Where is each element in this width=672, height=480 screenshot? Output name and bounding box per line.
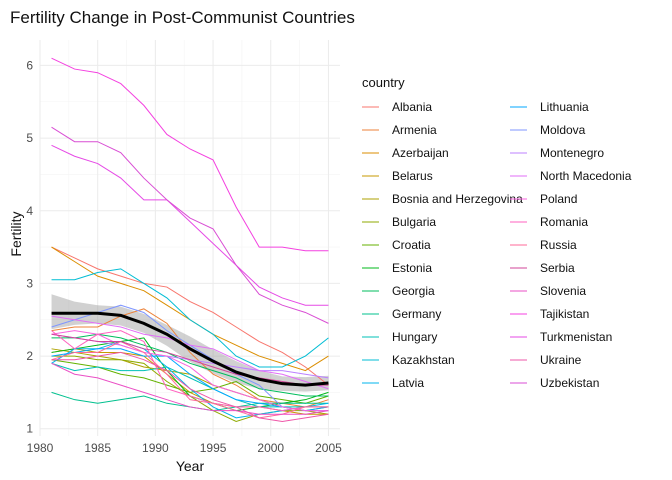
- series-line-slovenia: [51, 362, 329, 415]
- legend-item: Russia: [510, 238, 577, 252]
- legend-label: Croatia: [392, 238, 431, 252]
- y-tick-label: 5: [26, 131, 33, 145]
- legend-item: Azerbaijan: [362, 146, 449, 160]
- legend-item: Ukraine: [510, 353, 582, 367]
- smooth-fit-line: [51, 311, 329, 387]
- series-line-albania: [51, 246, 329, 386]
- legend-label: Belarus: [392, 169, 433, 183]
- legend-item: Romania: [510, 215, 588, 229]
- series-line-serbia: [51, 333, 329, 386]
- legend-item: North Macedonia: [510, 169, 632, 183]
- series-line-uzbekistan: [51, 126, 329, 324]
- series-line-tajikistan: [51, 57, 329, 252]
- legend-label: Germany: [392, 307, 441, 321]
- y-tick-label: 4: [26, 204, 33, 218]
- legend-item: Germany: [362, 307, 441, 321]
- legend-label: Russia: [540, 238, 577, 252]
- legend-label: Turkmenistan: [540, 330, 612, 344]
- legend-item: Kazakhstan: [362, 353, 455, 367]
- legend-item: Turkmenistan: [510, 330, 612, 344]
- legend-label: Poland: [540, 192, 577, 206]
- legend-label: Hungary: [392, 330, 437, 344]
- legend-item: Uzbekistan: [510, 376, 599, 390]
- legend-label: Slovenia: [540, 284, 586, 298]
- legend-item: Bulgaria: [362, 215, 436, 229]
- series-lines: [51, 57, 329, 423]
- legend-label: Montenegro: [540, 146, 604, 160]
- y-tick-label: 2: [26, 349, 33, 363]
- grid-lines: [39, 40, 340, 436]
- legend-item: Serbia: [510, 261, 575, 275]
- legend-label: Moldova: [540, 123, 586, 137]
- legend-label: Azerbaijan: [392, 146, 449, 160]
- legend-item: Latvia: [362, 376, 424, 390]
- legend-item: Albania: [362, 100, 432, 114]
- legend-item: Lithuania: [510, 100, 589, 114]
- legend-label: Serbia: [540, 261, 575, 275]
- legend-label: Estonia: [392, 261, 432, 275]
- legend-label: Ukraine: [540, 353, 582, 367]
- y-tick-label: 1: [26, 422, 33, 436]
- legend-label: Uzbekistan: [540, 376, 599, 390]
- legend-label: Bulgaria: [392, 215, 436, 229]
- x-tick-label: 1985: [84, 441, 111, 455]
- legend: country Albania Armenia Azerbaijan Belarus B…: [362, 75, 632, 390]
- y-axis-title: Fertility: [8, 211, 24, 256]
- x-tick-label: 2005: [315, 441, 342, 455]
- legend-item: Moldova: [510, 123, 586, 137]
- legend-label: Romania: [540, 215, 588, 229]
- legend-label: Albania: [392, 100, 432, 114]
- y-tick-label: 6: [26, 58, 33, 72]
- confidence-band: [51, 294, 329, 392]
- legend-item: Croatia: [362, 238, 431, 252]
- smooth-trend-line: [51, 311, 329, 387]
- legend-item: Estonia: [362, 261, 432, 275]
- legend-label: Bosnia and Herzegovina: [392, 192, 523, 206]
- legend-label: Tajikistan: [540, 307, 589, 321]
- x-tick-label: 1980: [27, 441, 54, 455]
- y-tick-label: 3: [26, 276, 33, 290]
- legend-label: Latvia: [392, 376, 424, 390]
- legend-label: Lithuania: [540, 100, 589, 114]
- legend-item: Hungary: [362, 330, 437, 344]
- legend-item: Georgia: [362, 284, 435, 298]
- series-line-north-macedonia: [51, 315, 329, 390]
- legend-item: Tajikistan: [510, 307, 589, 321]
- legend-item: Bosnia and Herzegovina: [362, 192, 523, 206]
- axis-tick-labels: 1980 1985 1990 1995 2000 2005 1 2 3 4 5 6: [26, 58, 342, 455]
- chart-title: Fertility Change in Post-Communist Count…: [10, 8, 355, 27]
- series-line-romania: [51, 330, 329, 412]
- legend-item: Slovenia: [510, 284, 586, 298]
- legend-item: Armenia: [362, 123, 437, 137]
- x-tick-label: 1990: [142, 441, 169, 455]
- legend-label: Georgia: [392, 284, 435, 298]
- legend-title: country: [362, 75, 405, 90]
- x-tick-label: 1995: [200, 441, 227, 455]
- legend-item: Belarus: [362, 169, 433, 183]
- legend-item: Montenegro: [510, 146, 604, 160]
- legend-label: North Macedonia: [540, 169, 632, 183]
- x-tick-label: 2000: [257, 441, 284, 455]
- legend-label: Kazakhstan: [392, 353, 455, 367]
- series-line-kazakhstan: [51, 268, 329, 368]
- legend-item: Poland: [510, 192, 577, 206]
- smooth-confidence-band: [51, 294, 329, 392]
- legend-label: Armenia: [392, 123, 437, 137]
- series-line-turkmenistan: [51, 144, 329, 306]
- series-line-ukraine: [51, 351, 329, 422]
- x-axis-title: Year: [176, 458, 205, 474]
